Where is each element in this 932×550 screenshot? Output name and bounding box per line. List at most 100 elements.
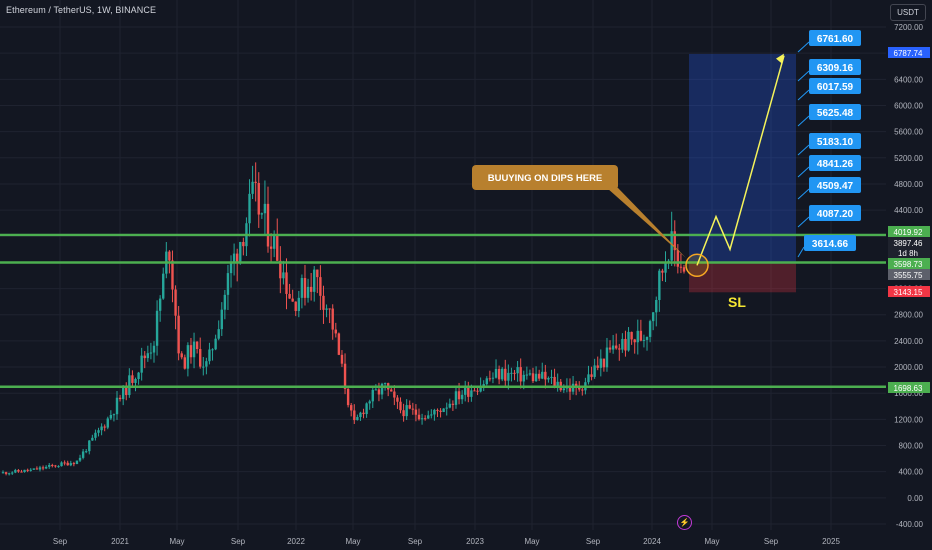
- candle: [547, 377, 550, 380]
- price-tick-label: 6400.00: [894, 75, 923, 84]
- candle: [488, 378, 492, 380]
- candle: [630, 331, 633, 340]
- candle: [29, 469, 32, 471]
- candle: [408, 405, 411, 409]
- candle: [390, 389, 393, 392]
- candle: [97, 430, 100, 433]
- candle: [84, 451, 88, 453]
- candle: [211, 349, 214, 351]
- candle: [282, 272, 285, 279]
- candle: [285, 272, 288, 294]
- candle: [125, 385, 128, 396]
- candle: [417, 414, 421, 420]
- candle: [146, 353, 150, 359]
- candle: [476, 390, 479, 392]
- candle: [587, 374, 590, 383]
- candle: [325, 308, 328, 310]
- candle: [17, 470, 20, 472]
- candle: [143, 355, 146, 359]
- candle: [427, 415, 430, 419]
- candle: [254, 181, 257, 183]
- candle: [658, 270, 661, 300]
- price-tick-label: 1600.00: [894, 389, 923, 398]
- candle: [103, 426, 106, 428]
- candle: [48, 465, 51, 467]
- target-tag: [809, 133, 861, 149]
- candle: [510, 372, 513, 374]
- target-tag-tail: [797, 188, 810, 200]
- candle: [423, 418, 427, 420]
- candle: [470, 390, 473, 397]
- candle: [500, 368, 504, 380]
- arrow-head: [776, 53, 784, 64]
- candle: [537, 373, 541, 379]
- candle: [118, 397, 122, 400]
- candle: [414, 409, 418, 415]
- candle: [202, 366, 205, 368]
- time-tick-label: Sep: [764, 537, 779, 546]
- candle: [1, 472, 5, 474]
- target-tag-tail: [797, 166, 810, 178]
- callout-pointer: [607, 188, 686, 258]
- price-tick-label: 6000.00: [894, 101, 923, 110]
- time-axis: Sep 2021 May Sep 2022 May Sep 2023 May Sep 2024 May…: [0, 530, 932, 550]
- candle: [491, 377, 495, 379]
- price-tick-label: 2400.00: [894, 337, 923, 346]
- candle: [605, 347, 609, 368]
- candle: [670, 231, 673, 261]
- time-tick-label: Sep: [586, 537, 601, 546]
- candle: [223, 294, 227, 310]
- currency-selector-button[interactable]: USDT: [890, 4, 926, 21]
- candle: [457, 391, 461, 400]
- target-label: 3614.66: [812, 239, 849, 250]
- candle: [186, 345, 190, 369]
- candle: [269, 246, 273, 249]
- candle: [442, 408, 445, 413]
- candle: [473, 390, 476, 392]
- target-tag-tail: [797, 246, 805, 258]
- candle: [513, 372, 516, 374]
- candle: [57, 466, 60, 468]
- candle: [621, 338, 624, 350]
- grid: [0, 0, 886, 530]
- candle: [430, 414, 433, 416]
- candle: [63, 462, 66, 464]
- target-tag-tail: [797, 70, 810, 82]
- candle: [611, 345, 615, 350]
- candle: [81, 451, 85, 458]
- candle: [189, 345, 193, 358]
- target-zone: [689, 53, 796, 263]
- candle: [507, 372, 510, 381]
- candle: [402, 410, 405, 417]
- candle: [642, 339, 646, 341]
- candle: [263, 203, 267, 214]
- candle: [399, 401, 402, 411]
- candle: [679, 266, 683, 268]
- target-labels: 6761.60 6309.16 6017.59 5625.48 5183.10 4841.…: [797, 30, 861, 258]
- price-tag-label: 3555.75: [894, 271, 923, 280]
- candle: [618, 348, 621, 350]
- callout-box: [472, 165, 618, 190]
- price-tag: [888, 258, 930, 269]
- candle: [436, 409, 439, 411]
- candle: [306, 286, 310, 298]
- candle: [556, 381, 559, 386]
- candle: [494, 368, 498, 378]
- candle: [396, 397, 399, 402]
- candle: [131, 375, 134, 383]
- candle: [374, 389, 378, 391]
- projection-arrow: [696, 55, 785, 266]
- time-axis-bg: [0, 530, 932, 550]
- candle: [651, 312, 655, 322]
- price-tick-label: 7200.00: [894, 23, 923, 32]
- candle: [377, 389, 381, 395]
- lightning-icon[interactable]: ⚡: [677, 515, 692, 530]
- price-axis: 7200.006800.006400.006000.005600.005200.…: [886, 0, 932, 550]
- candle: [220, 309, 223, 330]
- candle: [602, 358, 606, 368]
- candle: [303, 278, 307, 298]
- target-tag-tail: [797, 144, 810, 156]
- candle: [383, 383, 387, 385]
- candle: [676, 250, 680, 267]
